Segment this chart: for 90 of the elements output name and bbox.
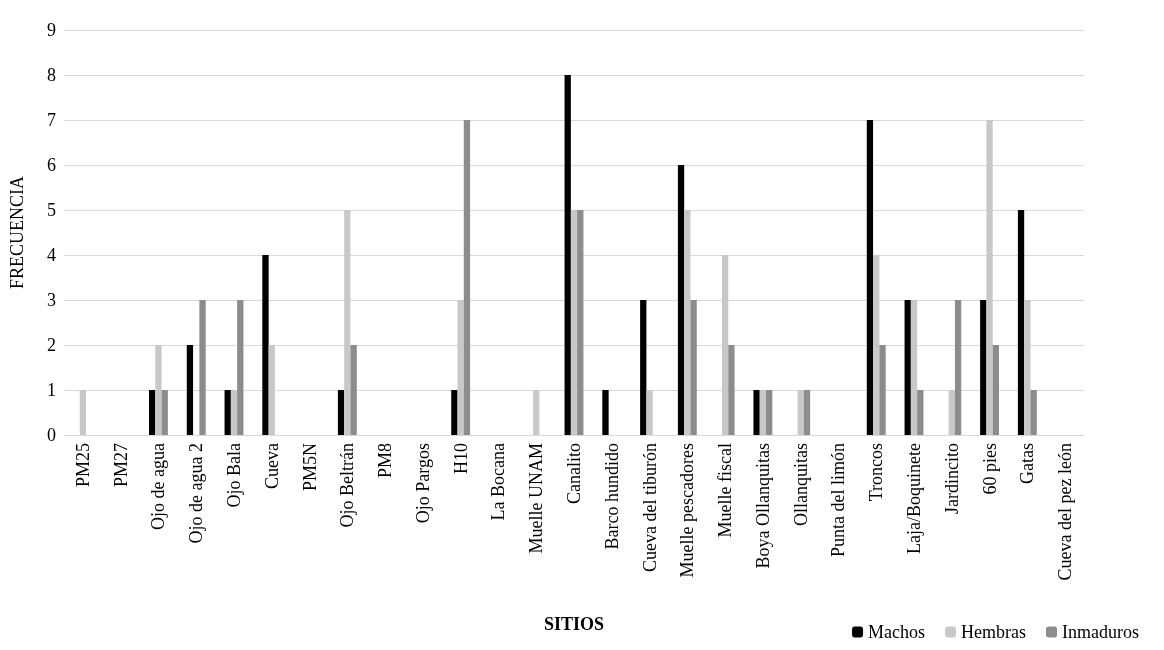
bar — [577, 210, 584, 435]
bar — [803, 390, 811, 435]
x-tick-label: Cueva — [261, 442, 282, 489]
x-tick-label: Muelle fiscal — [715, 443, 736, 538]
bar — [237, 300, 244, 435]
bar — [262, 255, 269, 435]
bar — [451, 390, 458, 435]
bar — [753, 390, 760, 435]
x-tick-label: Punta del limón — [828, 443, 849, 557]
bar — [677, 165, 685, 435]
bar — [980, 300, 987, 435]
bar — [564, 75, 571, 435]
bar — [640, 300, 647, 435]
bar — [797, 390, 804, 435]
y-tick-label: 9 — [47, 20, 56, 40]
x-tick-label: Cueva del pez león — [1055, 443, 1076, 581]
x-tick-label: Jardincito — [941, 443, 962, 514]
x-tick-label: Ojo Pargos — [412, 443, 433, 524]
bar — [866, 120, 874, 435]
legend-label: Hembras — [961, 622, 1027, 642]
x-tick-label: 60 pies — [979, 443, 1000, 495]
bar — [954, 300, 962, 435]
x-axis-title: SITIOS — [543, 614, 605, 634]
x-tick-label: Barco hundido — [601, 443, 622, 550]
x-tick-label: Ojo Bala — [224, 443, 244, 508]
bar — [986, 120, 993, 435]
bar — [199, 300, 206, 435]
x-tick-label: Ojo Beltrán — [337, 443, 358, 528]
bar — [1024, 300, 1031, 435]
x-tick-label: Troncos — [866, 443, 887, 502]
bar — [533, 390, 540, 435]
y-tick-label: 3 — [47, 290, 56, 310]
x-tick-label: PM25 — [72, 443, 93, 488]
bar — [186, 345, 194, 435]
y-tick-label: 2 — [47, 335, 56, 355]
bar — [602, 390, 609, 435]
bar — [904, 300, 911, 435]
y-tick-label: 8 — [47, 65, 56, 85]
bar — [992, 345, 999, 435]
bar — [1030, 390, 1037, 435]
x-tick-label: Gatas — [1017, 443, 1038, 484]
y-tick-label: 1 — [47, 380, 56, 400]
x-tick-label: La Bocana — [488, 443, 509, 521]
x-tick-label: Ojo de agua — [148, 442, 169, 530]
bar — [79, 390, 87, 435]
bar — [690, 300, 697, 435]
x-tick-label: Cueva del tiburón — [639, 443, 660, 572]
x-tick-label: Muelle UNAM — [526, 443, 547, 554]
y-tick-label: 0 — [47, 425, 56, 445]
y-axis-title: FRECUENCIA — [7, 175, 27, 290]
y-tick-label: 7 — [47, 110, 56, 130]
bar — [230, 390, 238, 435]
x-tick-label: Muelle pescadores — [677, 443, 698, 578]
bar — [910, 300, 918, 435]
bar — [873, 255, 880, 435]
y-tick-label: 6 — [47, 155, 56, 175]
bar — [1017, 210, 1025, 435]
y-tick-label: 4 — [47, 245, 56, 265]
bar — [337, 390, 345, 435]
legend-label: Inmaduros — [1062, 622, 1139, 642]
bar — [268, 345, 275, 435]
x-tick-label: PM8 — [375, 443, 396, 479]
bar — [917, 390, 924, 435]
bar — [948, 390, 955, 435]
bar — [224, 390, 231, 435]
bar — [684, 210, 691, 435]
bar — [155, 345, 162, 435]
x-tick-label: PM27 — [110, 443, 131, 488]
bar — [161, 390, 168, 435]
x-tick-label: Ollanquitas — [790, 443, 811, 526]
x-tick-label: Ojo de agua 2 — [186, 443, 207, 544]
bar — [463, 120, 471, 435]
x-tick-label: PM5N — [299, 443, 320, 492]
bar — [766, 390, 773, 435]
bar — [457, 300, 464, 435]
x-tick-label: Boya Ollanquitas — [752, 443, 773, 569]
bar — [879, 345, 886, 435]
bar — [721, 255, 729, 435]
x-tick-label: Canalito — [564, 443, 584, 504]
bar — [728, 345, 735, 435]
x-tick-label: Laja/Boquinete — [904, 443, 924, 554]
legend-label: Machos — [868, 622, 926, 642]
x-tick-label: H10 — [450, 443, 471, 474]
bar — [350, 345, 357, 435]
bar — [149, 390, 156, 435]
bar — [570, 210, 578, 435]
y-tick-label: 5 — [47, 200, 56, 220]
bar — [344, 210, 351, 435]
bar — [646, 390, 653, 435]
bar — [759, 390, 767, 435]
